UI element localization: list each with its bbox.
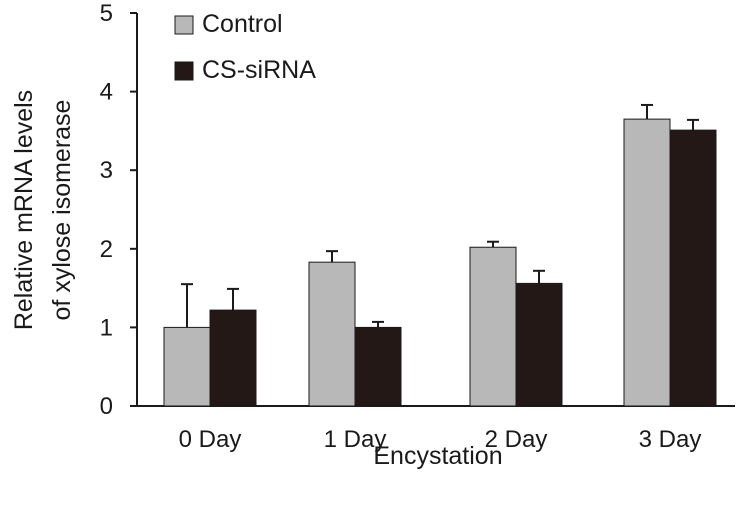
y-tick-label: 3 <box>100 157 113 184</box>
y-axis-title: Relative mRNA levels of xylose isomerase <box>10 90 76 330</box>
x-tick-label: 3 Day <box>639 426 702 453</box>
x-tick-label: 2 Day <box>485 426 548 453</box>
legend-swatch-cs-sirna <box>174 61 194 81</box>
bar <box>623 118 671 407</box>
series-control <box>163 103 671 407</box>
bar <box>515 282 563 407</box>
y-tick-label: 5 <box>100 0 113 27</box>
y-tick-label: 4 <box>100 79 113 106</box>
bar <box>469 246 517 407</box>
bar <box>209 309 257 407</box>
legend: Control CS-siRNA <box>174 10 316 84</box>
y-tick-label: 0 <box>100 393 113 420</box>
legend-label-control: Control <box>202 10 283 38</box>
bar <box>354 326 402 407</box>
x-tick-label: 1 Day <box>324 426 387 453</box>
x-tick-label: 0 Day <box>179 426 242 453</box>
bar <box>308 261 356 407</box>
bar <box>669 129 717 407</box>
y-axis-title-line2: of xylose isomerase <box>48 100 76 321</box>
legend-swatch-control <box>174 15 194 35</box>
x-axis-ticks: 0 Day 1 Day 2 Day 3 Day <box>179 426 702 453</box>
y-tick-label: 1 <box>100 314 113 341</box>
bar <box>163 326 211 407</box>
y-axis-title-line1: Relative mRNA levels <box>10 90 38 330</box>
series-cs-sirna <box>209 118 717 407</box>
bar-series <box>163 103 717 407</box>
x-axis-title: Encystation <box>373 442 502 470</box>
legend-label-cs-sirna: CS-siRNA <box>202 56 316 84</box>
y-axis-ticks: 0 1 2 3 4 5 <box>100 0 137 420</box>
y-tick-label: 2 <box>100 236 113 263</box>
